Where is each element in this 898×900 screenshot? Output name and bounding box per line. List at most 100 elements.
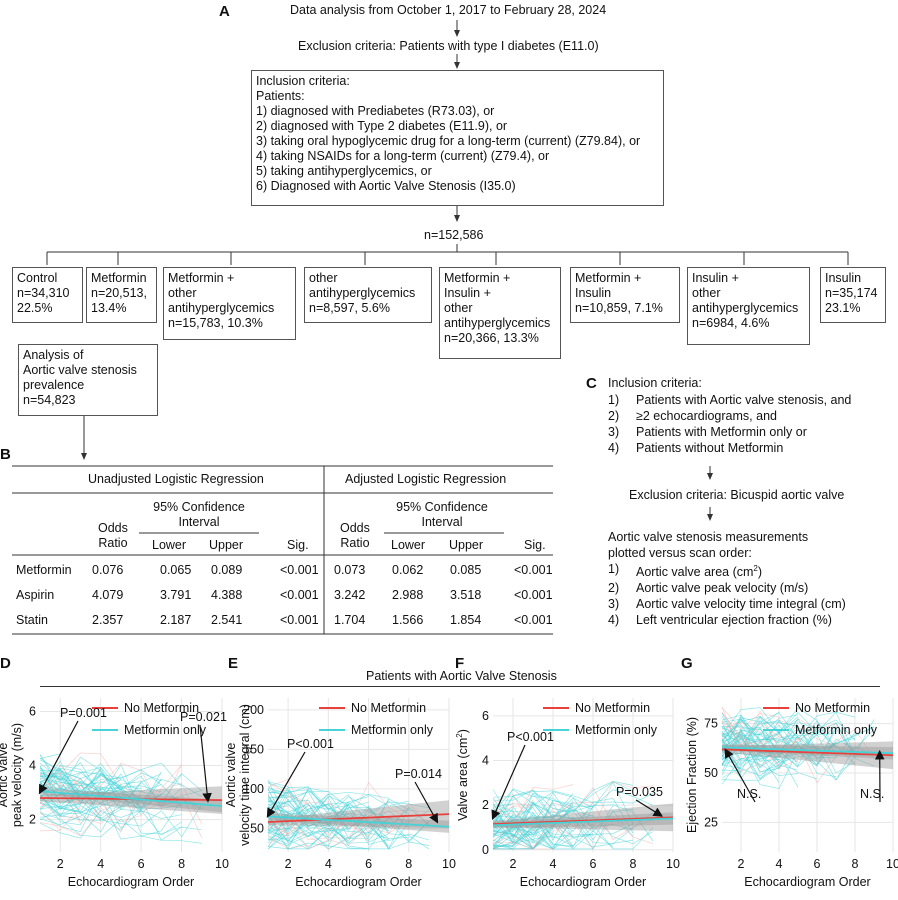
y-tick-label: 100 <box>243 782 264 796</box>
legend-label-metformin-only: Metformin only <box>351 723 434 737</box>
annotation-arrow <box>635 799 664 817</box>
table-cell: 3.791 <box>160 588 192 602</box>
group-box-metformin: Metformin n=20,513, 13.4% <box>86 267 157 323</box>
patient-trace <box>267 793 409 840</box>
patient-trace <box>267 822 369 850</box>
group-line: Metformin + <box>168 271 235 285</box>
table-header-unadjusted: Unadjusted Logistic Regression <box>88 472 264 486</box>
panel-label-a: A <box>219 3 230 20</box>
table-cell: 0.073 <box>334 563 366 577</box>
patient-trace <box>39 798 122 833</box>
y-axis-label: Ejection Fraction (%) <box>685 717 699 833</box>
patient-trace <box>39 801 182 837</box>
annotation-arrow <box>414 781 439 824</box>
measure-item: 3) Aortic valve velocity time integral (c… <box>608 596 846 612</box>
patient-trace <box>267 810 429 850</box>
patient-trace <box>492 819 574 847</box>
x-tick-label: 6 <box>138 857 145 871</box>
patient-trace <box>267 801 409 830</box>
item-text: Patients without Metformin <box>636 441 784 455</box>
patient-trace <box>492 781 654 830</box>
table-cell: 1.704 <box>334 613 366 627</box>
analysis-line: Analysis of <box>23 348 84 362</box>
patient-trace <box>492 815 514 843</box>
group-box-insulin-other: Insulin + other antihyperglycemics n=698… <box>687 267 810 345</box>
patient-trace <box>267 782 409 811</box>
inclusion-item: 2) diagnosed with Type 2 diabetes (E11.9… <box>256 119 508 133</box>
patient-trace <box>39 765 101 805</box>
patient-trace <box>39 767 182 806</box>
measures-c: Aortic valve stenosis measurements plott… <box>608 529 846 628</box>
item-number: 1) <box>608 562 620 576</box>
item-text: Patients with Aortic valve stenosis, and <box>636 393 852 407</box>
series-line-no-metformin <box>492 816 674 826</box>
group-line: n=8,597, 5.6% <box>309 301 390 315</box>
y-axis-label: Aortic valvevelocity time integral (cm) <box>224 704 252 846</box>
x-axis-label: Echocardiogram Order <box>68 875 194 889</box>
patient-trace <box>267 809 429 850</box>
x-tick-label: 6 <box>590 857 597 871</box>
col-odds-ratio-2: Odds Ratio <box>340 521 370 551</box>
plots-header: Patients with Aortic Valve Stenosis <box>366 669 557 683</box>
patient-trace <box>39 805 101 819</box>
table-cell: 1.566 <box>392 613 424 627</box>
inclusion-subtitle: Patients: <box>256 89 305 103</box>
patient-trace <box>39 775 142 815</box>
x-tick-label: 8 <box>405 857 412 871</box>
inclusion-item: 5) taking antihyperglycemics, or <box>256 164 432 178</box>
x-tick-label: 8 <box>178 857 185 871</box>
x-tick-label: 4 <box>325 857 332 871</box>
x-tick-label: 4 <box>97 857 104 871</box>
patient-trace <box>39 801 122 824</box>
item-text: Aortic valve peak velocity (m/s) <box>636 581 809 596</box>
table-cell: 0.089 <box>211 563 243 577</box>
annotation-arrow <box>199 724 212 803</box>
group-line: n=6984, 4.6% <box>692 316 770 330</box>
item-text: ) <box>757 565 763 580</box>
patient-trace <box>39 810 61 831</box>
x-tick-label: 2 <box>57 857 64 871</box>
series-line-metformin-only <box>267 815 450 828</box>
group-line: Insulin + <box>692 271 739 285</box>
legend-label-no-metformin: No Metformin <box>575 701 650 715</box>
p-value-annotation: P<0.001 <box>287 737 334 751</box>
group-line: n=35,174 <box>825 286 878 300</box>
group-line: other <box>309 271 338 285</box>
p-value-annotation: P=0.001 <box>60 706 107 720</box>
legend-label-no-metformin: No Metformin <box>124 701 199 715</box>
y-tick-label: 0 <box>482 843 489 857</box>
patient-trace <box>721 714 799 736</box>
patient-trace <box>492 830 554 850</box>
item-number: 2) <box>608 409 620 423</box>
table-cell: <0.001 <box>514 613 553 627</box>
table-cell: 4.079 <box>92 588 124 602</box>
item-text: Patients with Metformin only or <box>636 425 807 439</box>
p-value-annotation: P=0.014 <box>395 767 442 781</box>
col-label: Ratio <box>340 536 370 550</box>
patient-trace <box>39 788 81 810</box>
legend-label-metformin-only: Metformin only <box>575 723 658 737</box>
annotation-arrow <box>724 748 756 803</box>
patient-trace <box>492 803 514 808</box>
table-cell: 3.242 <box>334 588 366 602</box>
table-cell: 3.518 <box>450 588 482 602</box>
col-lower-1: Lower <box>152 538 187 552</box>
item-number: 4) <box>608 613 620 628</box>
series-line-metformin-only <box>721 746 894 755</box>
patient-trace <box>267 806 389 850</box>
patient-trace <box>39 793 142 826</box>
group-line: 22.5% <box>17 301 53 315</box>
patient-trace <box>267 788 289 794</box>
patient-trace <box>492 793 594 828</box>
y-tick-label: 25 <box>704 815 718 829</box>
superscript: 2 <box>753 564 758 573</box>
p-value-annotation: P<0.001 <box>507 730 554 744</box>
legend-label-metformin-only: Metformin only <box>795 723 878 737</box>
confidence-band <box>268 800 449 828</box>
legend-label-no-metformin: No Metformin <box>351 701 426 715</box>
table-cell: 2.187 <box>160 613 192 627</box>
annotation-arrow <box>266 751 306 818</box>
group-line: Insulin + <box>444 286 491 300</box>
group-box-metformin-insulin: Metformin + Insulin n=10,859, 7.1% <box>570 267 680 323</box>
item-text: Left ventricular ejection fraction (%) <box>636 613 832 628</box>
